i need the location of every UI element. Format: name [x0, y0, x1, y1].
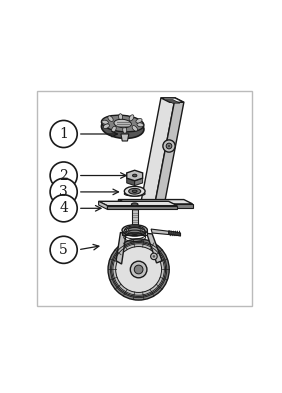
Ellipse shape: [125, 226, 145, 235]
Ellipse shape: [103, 124, 109, 129]
Text: 5: 5: [59, 243, 68, 257]
Circle shape: [116, 246, 162, 292]
Ellipse shape: [132, 190, 137, 193]
Circle shape: [134, 265, 143, 274]
Ellipse shape: [122, 225, 147, 235]
Ellipse shape: [124, 186, 145, 196]
Polygon shape: [118, 200, 193, 204]
Ellipse shape: [133, 174, 137, 177]
Ellipse shape: [119, 114, 123, 120]
Ellipse shape: [136, 119, 142, 123]
Circle shape: [50, 236, 77, 263]
Polygon shape: [151, 229, 180, 236]
Ellipse shape: [129, 115, 134, 121]
Polygon shape: [116, 232, 126, 264]
Polygon shape: [155, 98, 184, 205]
Polygon shape: [161, 98, 184, 102]
Ellipse shape: [129, 188, 141, 194]
Polygon shape: [127, 178, 135, 185]
Polygon shape: [169, 231, 180, 236]
Ellipse shape: [128, 228, 141, 233]
Ellipse shape: [126, 227, 143, 234]
Circle shape: [50, 120, 77, 147]
Circle shape: [112, 242, 166, 296]
Polygon shape: [118, 200, 127, 208]
Circle shape: [151, 253, 157, 260]
Ellipse shape: [102, 118, 144, 138]
Circle shape: [108, 239, 169, 300]
Polygon shape: [127, 170, 143, 181]
Circle shape: [130, 261, 147, 278]
Ellipse shape: [108, 116, 113, 121]
Ellipse shape: [111, 126, 116, 132]
Circle shape: [50, 178, 77, 206]
Polygon shape: [99, 201, 177, 206]
Polygon shape: [132, 209, 138, 227]
Ellipse shape: [132, 126, 137, 131]
Ellipse shape: [102, 115, 144, 132]
Text: 1: 1: [59, 127, 68, 141]
Circle shape: [153, 255, 155, 258]
Circle shape: [168, 145, 170, 147]
Circle shape: [163, 140, 175, 152]
Polygon shape: [165, 100, 180, 103]
Circle shape: [50, 195, 77, 222]
Ellipse shape: [102, 120, 108, 124]
Polygon shape: [127, 204, 193, 208]
Polygon shape: [107, 206, 177, 209]
Ellipse shape: [131, 203, 138, 206]
Ellipse shape: [123, 127, 127, 133]
Polygon shape: [147, 233, 162, 263]
Text: 2: 2: [59, 169, 68, 182]
Polygon shape: [99, 201, 107, 209]
Ellipse shape: [114, 119, 131, 128]
Text: 3: 3: [59, 185, 68, 199]
Circle shape: [166, 143, 172, 149]
Ellipse shape: [137, 123, 144, 127]
Circle shape: [50, 162, 77, 189]
Text: 4: 4: [59, 201, 68, 215]
Ellipse shape: [124, 192, 145, 196]
Polygon shape: [135, 178, 143, 185]
Polygon shape: [141, 98, 175, 201]
Polygon shape: [122, 230, 147, 235]
Polygon shape: [121, 134, 129, 141]
